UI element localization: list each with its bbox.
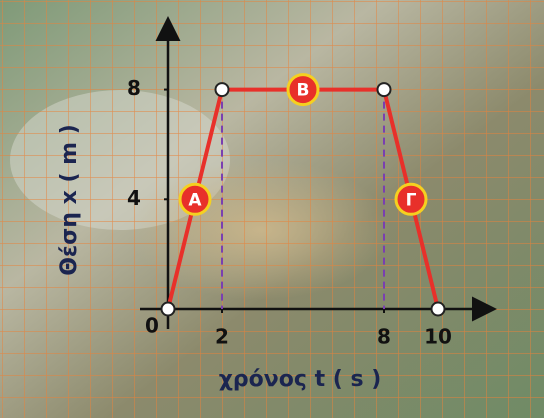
point [430,301,446,317]
x-tick-label: 2 [215,325,229,349]
segment-label: Γ [406,190,417,210]
y-axis-title: Θέση x ( m ) [57,124,82,276]
segment-label: B [297,81,310,101]
segment-badge [178,182,212,216]
x-tick-label: 8 [377,325,391,349]
point [376,82,392,98]
point [214,82,230,98]
point [160,301,176,317]
x-tick-label: 10 [424,325,452,349]
y-tick-label: 4 [127,186,141,210]
segment-label: A [188,190,202,210]
x-tick-label: 0 [145,314,159,338]
segment-badge [394,182,428,216]
x-axis-title: χρόνος t ( s ) [219,367,382,392]
segment-badge [286,73,320,107]
y-tick-label: 8 [127,76,141,100]
